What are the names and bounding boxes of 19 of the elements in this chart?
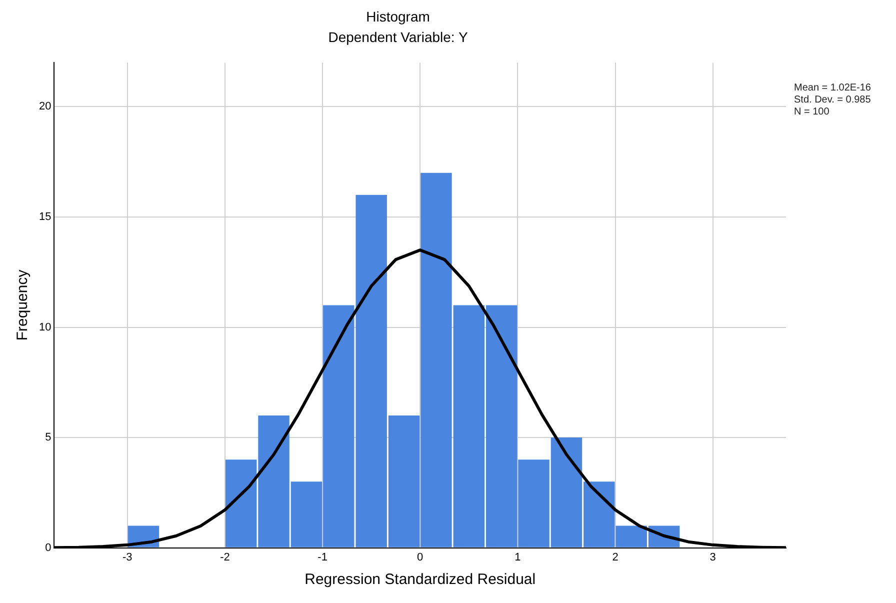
x-tick-label: 3 (710, 551, 716, 564)
text: Mean = 1.02E-16 (794, 82, 872, 94)
y-tick-label: 5 (45, 432, 52, 444)
y-tick-label: 0 (45, 542, 52, 554)
text: N = 100 (794, 106, 830, 118)
x-tick-label: 2 (612, 551, 618, 564)
y-tick-label: 10 (38, 321, 52, 334)
y-axis-title: Frequency (14, 269, 32, 341)
text: Std. Dev. = 0.985 (794, 94, 872, 106)
x-tick-label: -2 (220, 551, 230, 564)
x-tick-label: -3 (122, 551, 132, 564)
y-tick-label: 20 (38, 100, 52, 113)
chart-subtitle: Dependent Variable: Y (328, 29, 468, 46)
x-tick-label: -1 (318, 551, 328, 564)
x-axis-title: Regression Standardized Residual (304, 571, 536, 588)
chart-title: Histogram (366, 8, 430, 24)
y-tick-label: 15 (38, 211, 52, 224)
x-tick-label: 0 (417, 551, 424, 564)
x-tick-label: 1 (514, 551, 521, 564)
